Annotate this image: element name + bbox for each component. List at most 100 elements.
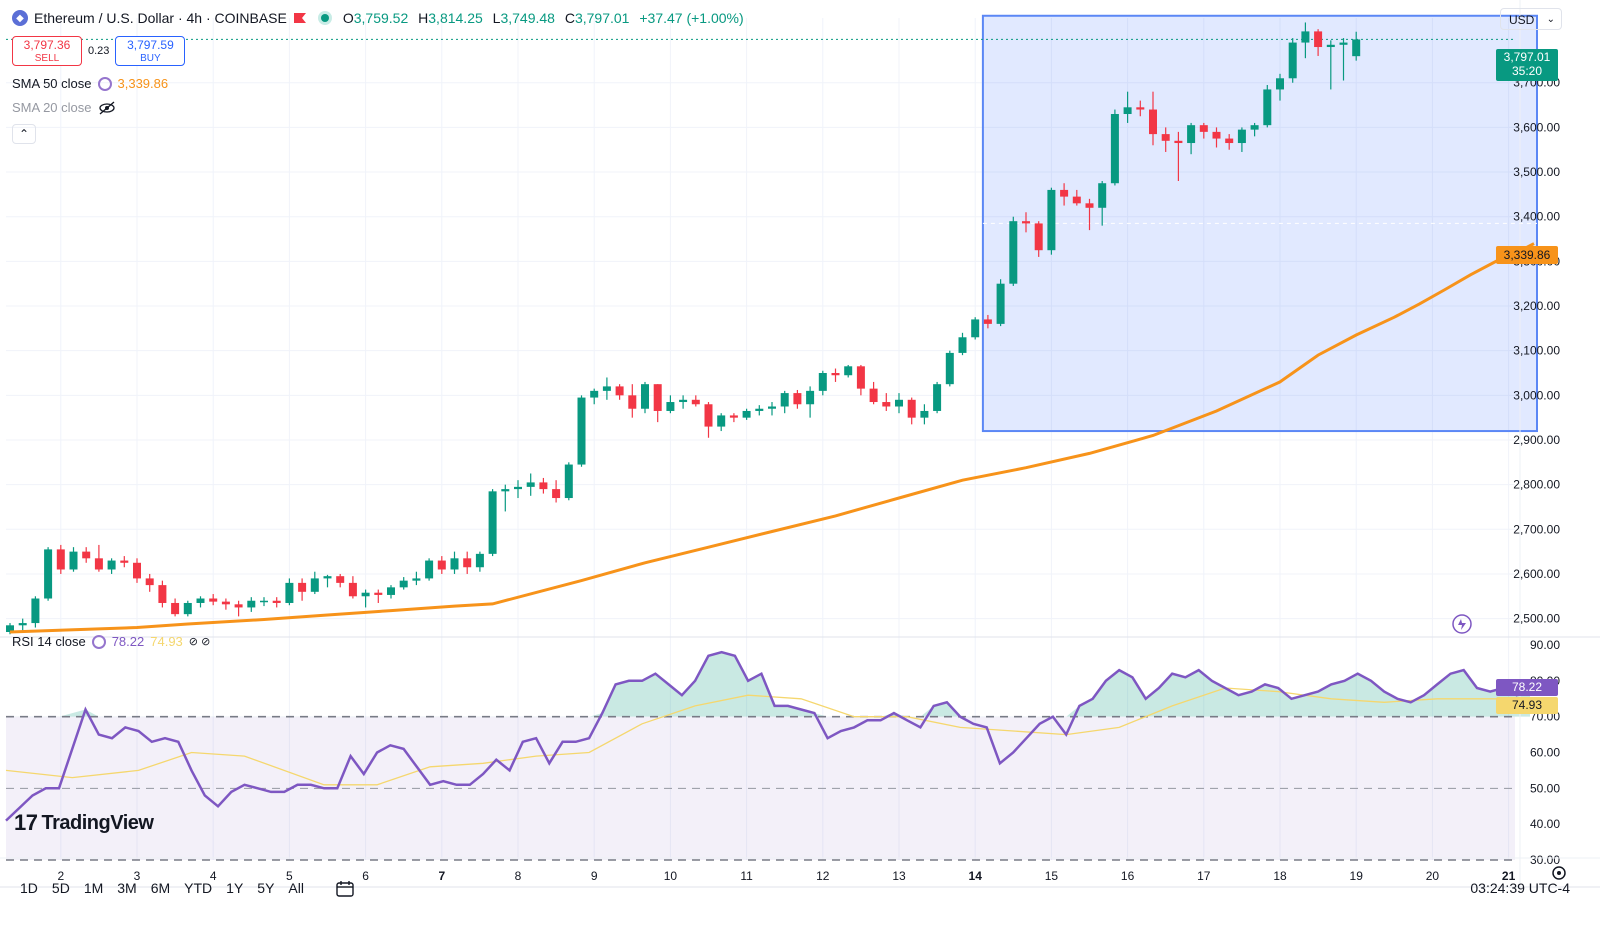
candle[interactable] (183, 600, 192, 617)
timeframe-1y[interactable]: 1Y (226, 880, 244, 896)
hidden-icon[interactable]: ⊘ ⊘ (188, 636, 211, 648)
candle[interactable] (56, 544, 65, 574)
candle[interactable] (717, 413, 726, 432)
sma50-legend[interactable]: SMA 50 close 3,339.86 (12, 76, 168, 91)
candle[interactable] (310, 571, 319, 595)
candle[interactable] (285, 578, 294, 606)
candle[interactable] (488, 489, 497, 557)
candle[interactable] (501, 484, 510, 512)
timeframe-ytd[interactable]: YTD (184, 880, 213, 896)
candle[interactable] (323, 574, 332, 588)
candle[interactable] (1301, 22, 1310, 59)
candle[interactable] (615, 384, 624, 400)
settings-icon[interactable] (1552, 866, 1566, 880)
candle[interactable] (933, 381, 942, 414)
candle[interactable] (234, 600, 243, 617)
timeframe-5d[interactable]: 5D (51, 880, 70, 896)
candle[interactable] (387, 585, 395, 599)
replay-icon[interactable] (1452, 614, 1472, 634)
refresh-icon[interactable] (97, 76, 112, 91)
candle[interactable] (18, 618, 27, 632)
candle[interactable] (44, 547, 53, 601)
candle[interactable] (1237, 127, 1246, 152)
candle[interactable] (1352, 31, 1361, 61)
candle[interactable] (628, 384, 637, 418)
candle[interactable] (1187, 122, 1196, 155)
candle[interactable] (996, 279, 1005, 327)
candle[interactable] (133, 558, 141, 583)
candle[interactable] (577, 395, 586, 467)
currency-select[interactable]: ⌄ USD (1500, 8, 1562, 30)
candle[interactable] (844, 364, 853, 378)
candle[interactable] (1136, 100, 1145, 117)
candle[interactable] (399, 577, 408, 590)
candle[interactable] (158, 580, 167, 608)
candle[interactable] (1161, 127, 1170, 152)
candle[interactable] (82, 547, 91, 563)
candle[interactable] (348, 576, 357, 599)
timeframe-1m[interactable]: 1M (83, 880, 104, 896)
timeframe-6m[interactable]: 6M (150, 880, 171, 896)
candle[interactable] (94, 544, 103, 572)
candle[interactable] (1276, 73, 1284, 101)
candle[interactable] (69, 547, 78, 572)
candle[interactable] (1098, 180, 1107, 226)
candle[interactable] (653, 384, 662, 423)
candle[interactable] (120, 556, 129, 568)
candle[interactable] (564, 462, 573, 501)
candle[interactable] (1174, 131, 1183, 181)
candle[interactable] (856, 364, 865, 396)
candle[interactable] (907, 397, 916, 425)
candle[interactable] (590, 388, 599, 405)
symbol-title[interactable]: Ethereum / U.S. Dollar · 4h · COINBASE (34, 10, 287, 26)
candle[interactable] (793, 389, 802, 409)
candle[interactable] (1339, 38, 1348, 81)
buy-button[interactable]: 3,797.59 BUY (115, 36, 186, 66)
candle[interactable] (463, 551, 472, 574)
candle[interactable] (1047, 187, 1056, 255)
refresh-icon[interactable] (91, 634, 106, 649)
tradingview-logo[interactable]: 17 TradingView (14, 810, 154, 835)
candle[interactable] (171, 598, 180, 617)
hidden-eye-icon[interactable] (98, 101, 116, 115)
candle[interactable] (768, 402, 776, 416)
candle[interactable] (1072, 189, 1081, 206)
candle[interactable] (412, 571, 421, 586)
candle[interactable] (691, 395, 700, 407)
candle[interactable] (641, 381, 649, 414)
candle[interactable] (437, 556, 446, 574)
candle[interactable] (1250, 122, 1259, 137)
candle[interactable] (806, 386, 815, 418)
candle[interactable] (971, 317, 980, 340)
selection-rectangle[interactable] (981, 14, 1538, 433)
date-range-icon[interactable] (334, 880, 356, 898)
candle[interactable] (1022, 212, 1030, 233)
candle[interactable] (209, 594, 218, 606)
candle[interactable] (1199, 122, 1208, 139)
flag-icon[interactable] (293, 12, 307, 24)
candle[interactable] (539, 477, 548, 494)
timeframe-1d[interactable]: 1D (20, 880, 38, 896)
candle[interactable] (780, 390, 789, 414)
candle[interactable] (666, 395, 675, 414)
candle[interactable] (704, 402, 713, 438)
candle[interactable] (425, 558, 434, 581)
candle[interactable] (1225, 134, 1234, 150)
candle[interactable] (1263, 84, 1272, 128)
candle[interactable] (450, 551, 459, 574)
rsi-legend[interactable]: RSI 14 close 78.22 74.93 ⊘ ⊘ (12, 634, 210, 649)
sell-button[interactable]: 3,797.36 SELL (12, 36, 82, 66)
candle[interactable] (882, 393, 891, 411)
candle[interactable] (260, 597, 268, 607)
candle[interactable] (1212, 127, 1221, 148)
candle[interactable] (1060, 183, 1069, 206)
candle[interactable] (869, 381, 878, 405)
candle[interactable] (958, 332, 967, 356)
candle[interactable] (31, 596, 40, 628)
candle[interactable] (145, 573, 154, 592)
candle[interactable] (552, 480, 561, 503)
candle[interactable] (221, 598, 230, 610)
candle[interactable] (361, 589, 370, 608)
collapse-legend-button[interactable]: ⌃ (12, 124, 36, 144)
